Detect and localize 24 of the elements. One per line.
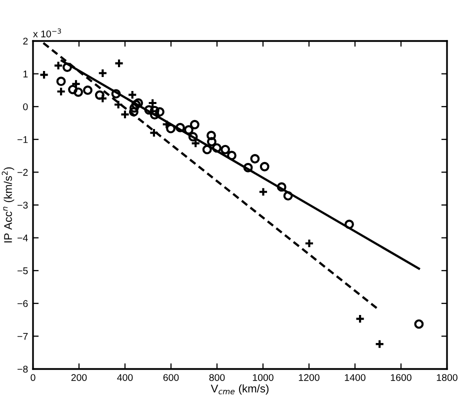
x-tick-label: 1000 (252, 374, 274, 381)
y-tick-label: −1 (18, 136, 28, 143)
y-tick-label: −2 (18, 168, 28, 176)
x-tick-label: 1400 (344, 374, 366, 381)
y-tick-label: 2 (23, 38, 28, 45)
text: x 10$^{−3}$ (33, 28, 61, 38)
y-tick-label: −6 (18, 300, 28, 308)
x-axis-title: V$_{cme}$ (km/s) (210, 384, 268, 395)
y-tick-label: 0 (23, 103, 28, 110)
x-tick-label: 1200 (298, 374, 320, 381)
x-tick-label: 400 (117, 374, 133, 381)
y-tick-label: 1 (23, 70, 28, 78)
x-tick-label: 0 (30, 374, 36, 381)
y-tick-label: −3 (18, 202, 28, 209)
x-tick-label: 200 (71, 374, 87, 381)
x-tick-label: 1600 (390, 374, 412, 381)
y-axis-title: IP Acc$^{n}$ (km/s$^{2}$) (2, 167, 14, 242)
x-tick-label: 800 (209, 374, 225, 381)
x-tick-label: 1800 (436, 374, 458, 381)
y-tick-label: −5 (18, 267, 28, 274)
x-tick-label: 600 (163, 374, 179, 381)
y-tick-label: −4 (18, 234, 28, 242)
y-tick-label: −7 (18, 333, 28, 340)
y-tick-label: −8 (18, 366, 28, 373)
